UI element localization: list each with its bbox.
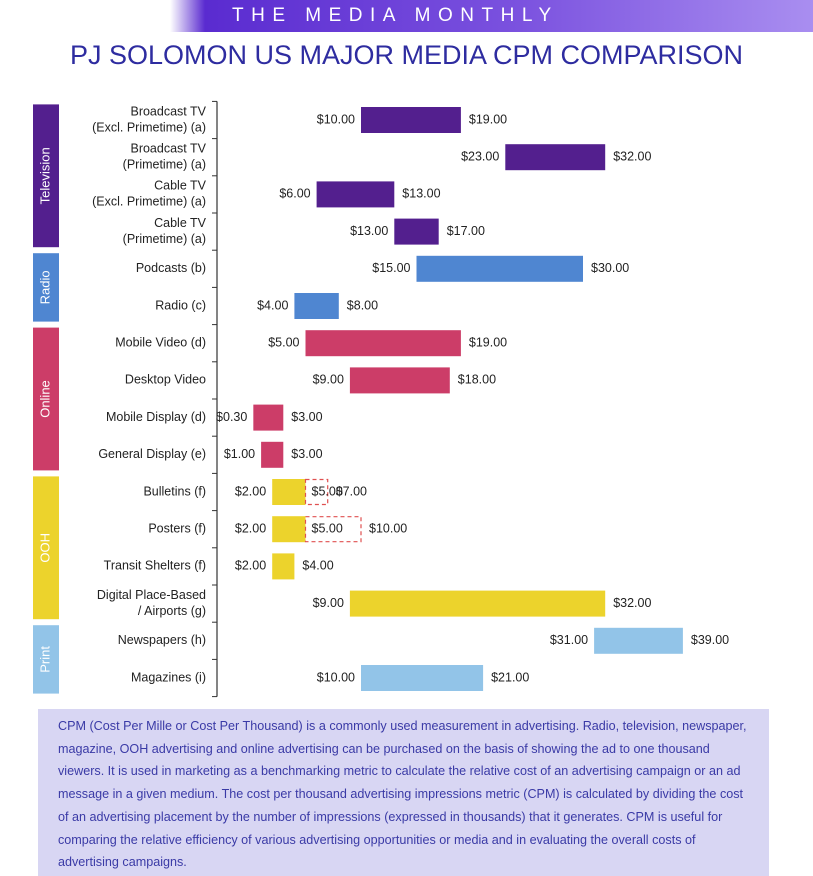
category-label: Transit Shelters (f) [104,559,206,573]
low-value-label: $2.00 [235,484,266,498]
high-value-label: $3.00 [291,447,322,461]
low-value-label: $6.00 [279,187,310,201]
header-banner: THE MEDIA MONTHLY [0,0,813,32]
banner-title: THE MEDIA MONTHLY [232,5,559,26]
bar-radio-0 [416,255,583,282]
high-value-label: $8.00 [347,298,378,312]
description-box: CPM (Cost Per Mille or Cost Per Thousand… [38,709,769,876]
low-value-label: $31.00 [550,633,588,647]
bar-ooh-0 [272,479,306,505]
bar-online-3 [261,441,284,468]
category-label: Posters (f) [148,521,206,535]
group-band-print [33,625,59,694]
group-label: Print [37,646,52,673]
category-label: Bulletins (f) [143,484,206,498]
low-value-label: $15.00 [372,261,410,275]
high-value-label: $19.00 [469,112,507,126]
high-value-label: $4.00 [302,559,333,573]
bar-extension-ooh-1 [304,516,362,543]
group-label: Online [37,380,52,418]
bar-television-1 [505,144,606,171]
low-value-label: $4.00 [257,298,288,312]
bar-radio-1 [294,293,339,319]
low-value-label: $23.00 [461,149,499,163]
high-value-label: $30.00 [591,261,629,275]
category-label: Broadcast TV [130,141,206,155]
category-label: Cable TV [154,179,207,193]
chart-title: PJ SOLOMON US MAJOR MEDIA CPM COMPARISON [69,40,744,70]
high-value-label: $32.00 [613,149,651,163]
high-value-label: $17.00 [447,224,485,238]
group-band-radio [33,253,59,322]
high-value-label: $18.00 [458,373,496,387]
category-label: Podcasts (b) [136,261,206,275]
low-value-label: $1.00 [224,447,255,461]
high-value-label: $21.00 [491,670,529,684]
low-value-label: $2.00 [235,559,266,573]
bar-online-2 [253,404,284,431]
low-value-label: $0.30 [216,410,247,424]
low-value-label: $10.00 [317,670,355,684]
bar-ooh-1 [272,516,306,543]
bar-online-0 [305,330,461,357]
high-value-label: $5.00 [312,521,343,535]
category-label: General Display (e) [98,447,206,461]
high-value-label: $13.00 [402,187,440,201]
category-label: (Excl. Primetime) (a) [92,195,206,209]
bar-extension-ooh-0 [304,478,329,506]
low-value-label: $2.00 [235,521,266,535]
low-value-label: $9.00 [313,373,344,387]
high-value-label: $39.00 [691,633,729,647]
category-label: Mobile Display (d) [106,410,206,424]
bar-print-1 [361,665,484,691]
group-band-online [33,327,59,471]
high-value-label: $3.00 [291,410,322,424]
category-label: (Primetime) (a) [123,232,206,246]
extended-value-label: $7.00 [336,484,367,498]
group-label: Radio [37,270,52,304]
group-band-ooh [33,476,59,620]
bar-online-1 [349,367,450,394]
category-label: / Airports (g) [138,604,206,618]
bar-ooh-2 [272,553,295,580]
category-label: (Excl. Primetime) (a) [92,120,206,134]
category-label: Magazines (i) [131,670,206,684]
category-label: Cable TV [154,216,207,230]
low-value-label: $10.00 [317,112,355,126]
category-label: Newspapers (h) [118,633,206,647]
high-value-label: $19.00 [469,335,507,349]
low-value-label: $13.00 [350,224,388,238]
category-label: Digital Place-Based [97,588,206,602]
high-value-label: $5.00 [312,484,343,498]
category-label: Radio (c) [155,298,206,312]
bar-television-2 [316,181,395,208]
category-label: Desktop Video [125,373,206,387]
extended-value-label: $10.00 [369,521,407,535]
category-label: Mobile Video (d) [115,335,206,349]
group-label: Television [37,147,52,204]
bar-ooh-3 [349,590,606,617]
bar-television-3 [394,218,439,245]
bar-television-0 [361,107,461,133]
category-label: (Primetime) (a) [123,157,206,171]
cpm-range-chart: Broadcast TV (Excl. Primetime) (a) $10.00 $… [33,100,729,698]
group-label: OOH [37,533,52,563]
low-value-label: $5.00 [268,335,299,349]
category-label: Broadcast TV [130,104,206,118]
bar-print-0 [594,627,683,654]
low-value-label: $9.00 [313,596,344,610]
high-value-label: $32.00 [613,596,651,610]
group-band-television [33,104,59,248]
